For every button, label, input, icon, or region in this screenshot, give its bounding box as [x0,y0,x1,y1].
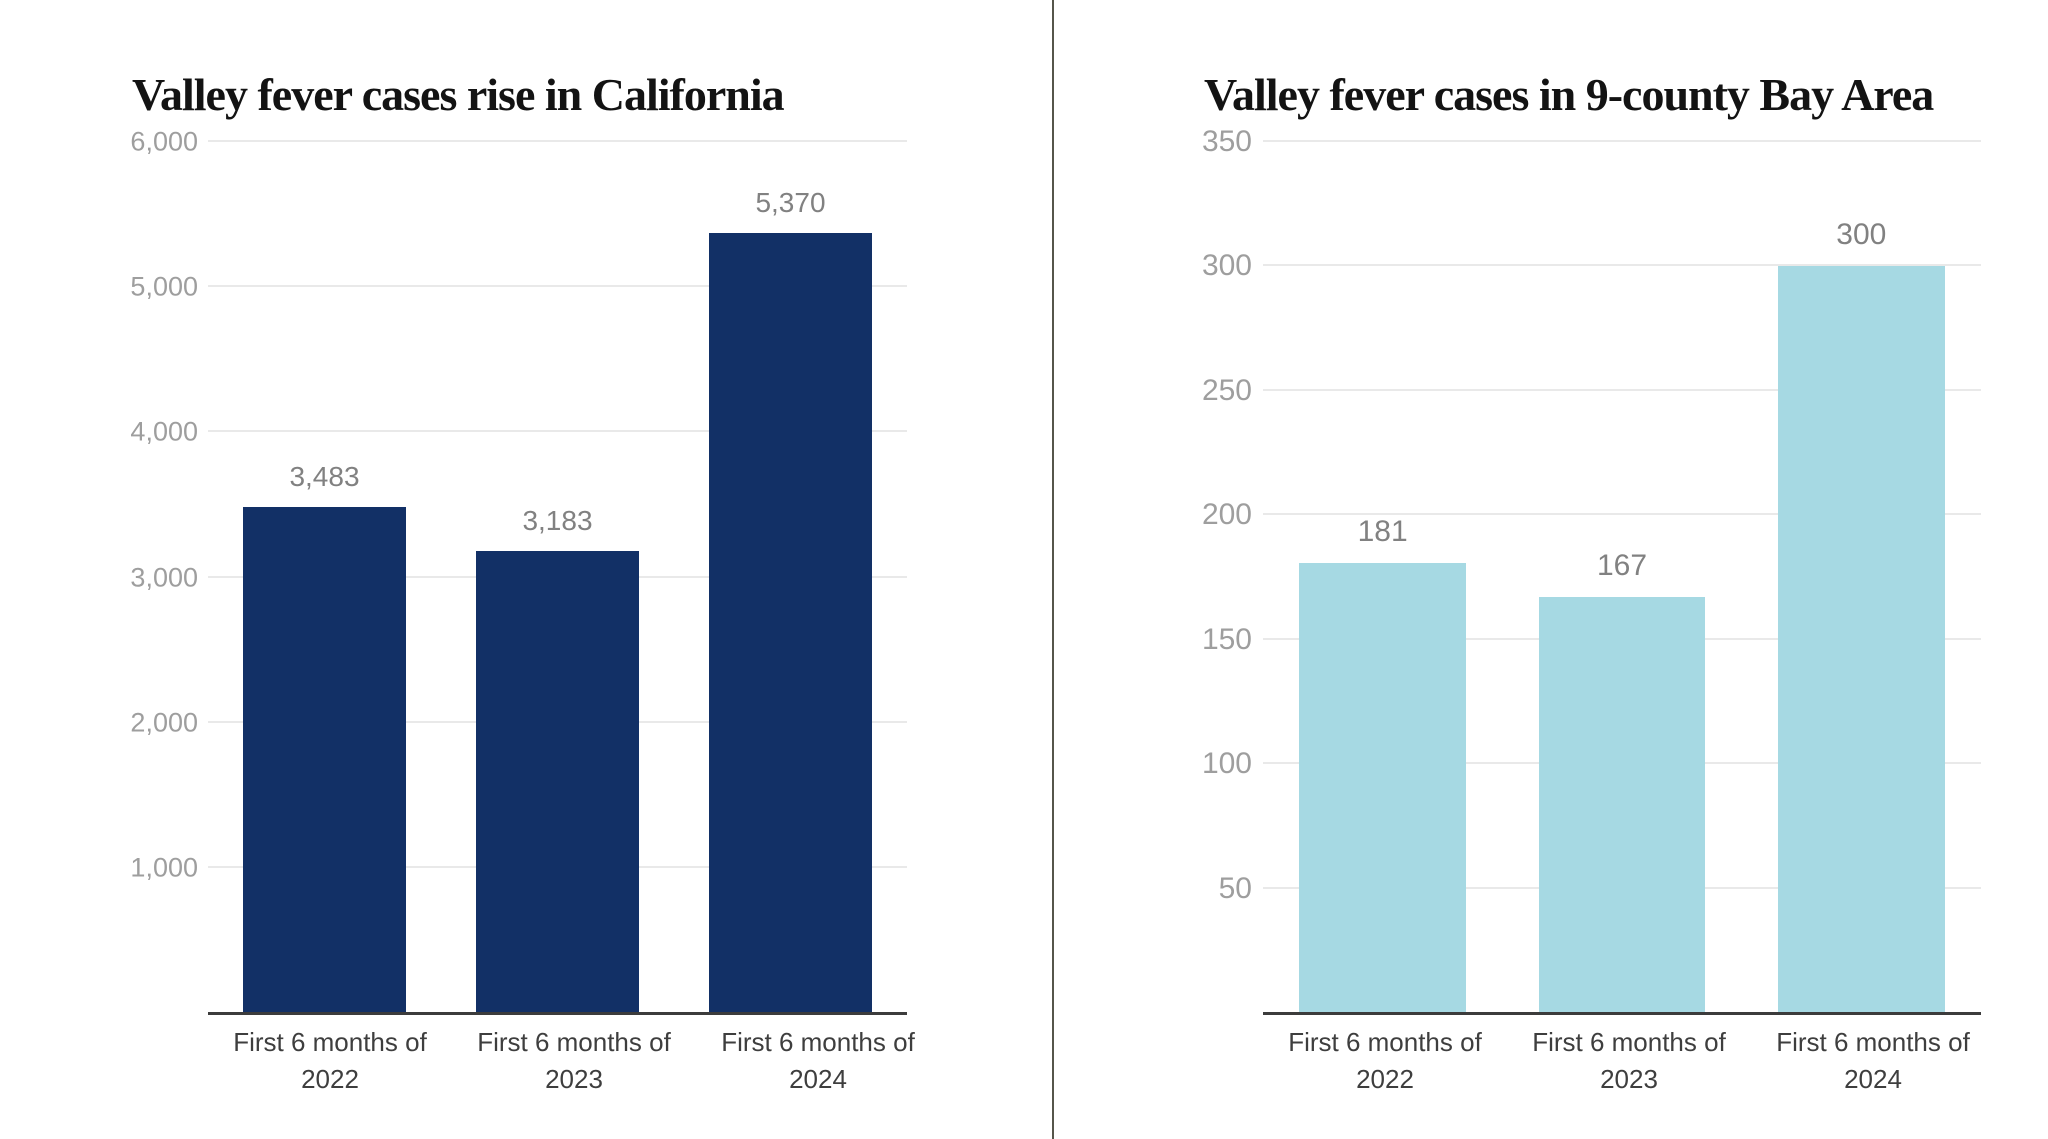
y-tick-label: 100 [1201,747,1252,781]
y-tick-label: 350 [1201,125,1252,158]
chart-title: Valley fever cases rise in California [132,69,785,120]
bar-slot: 3,183 [441,142,674,1013]
y-tick-label: 150 [1201,622,1252,656]
bar-value-label: 167 [1596,549,1648,583]
bar-slot: 167 [1502,142,1741,1013]
bar [243,507,406,1013]
y-axis-labels: 50 100 150 200 250 300 350 [1128,125,1252,1013]
bar-series: 181 167 300 [1263,142,1981,1013]
y-tick-label: 250 [1201,373,1252,407]
y-tick-label: 5,000 [130,271,198,302]
x-label-slot: First 6 months of 2023 [1507,1024,1751,1098]
bar [1778,266,1945,1013]
gridline [1263,513,1981,516]
x-axis-labels: First 6 months of 2022 First 6 months of … [1263,1024,1981,1098]
x-label-slot: First 6 months of 2024 [696,1024,940,1098]
plot-area: 181 167 300 [1263,140,1981,1015]
bar-value-label: 3,483 [289,461,360,493]
chart-title: Valley fever cases in 9-county Bay Area [1204,69,1934,120]
y-tick-label: 200 [1201,498,1252,532]
x-label-slot: First 6 months of 2023 [452,1024,696,1098]
x-axis-labels: First 6 months of 2022 First 6 months of … [208,1024,915,1098]
x-axis-label: First 6 months of 2023 [1532,1027,1726,1094]
y-tick-label: 2,000 [130,707,198,738]
bar-series: 3,483 3,183 5,370 [208,142,907,1013]
x-label-slot: First 6 months of 2022 [208,1024,452,1098]
bar [1538,597,1706,1013]
gridline [208,285,907,288]
x-axis-line [1263,1012,1981,1015]
x-label-slot: First 6 months of 2022 [1263,1024,1507,1098]
bar [1299,562,1466,1013]
y-tick-label: 300 [1201,249,1252,283]
gridline [208,140,907,142]
plot-area: 3,483 3,183 5,370 [208,140,907,1015]
x-axis-label: First 6 months of 2022 [1288,1027,1482,1094]
y-tick-label: 3,000 [130,562,198,592]
bar [709,233,872,1013]
bar-slot: 3,483 [208,142,441,1013]
bar-value-label: 300 [1836,218,1887,252]
y-tick-label: 4,000 [130,416,198,447]
panel-divider [1052,0,1054,1139]
y-tick-label: 1,000 [130,852,198,883]
x-axis-label: First 6 months of 2024 [1776,1027,1970,1094]
bar-slot: 181 [1263,142,1502,1013]
gridline [1263,140,1981,142]
y-axis-labels: 1,000 2,000 3,000 4,000 5,000 6,000 [80,127,198,1013]
y-tick-label: 6,000 [130,126,198,157]
x-axis-label: First 6 months of 2024 [721,1027,915,1094]
bar-value-label: 5,370 [755,187,826,219]
x-axis-line [208,1012,907,1015]
y-tick-label: 50 [1218,871,1252,905]
gridline [1263,264,1981,267]
bar-value-label: 3,183 [522,504,593,536]
x-label-slot: First 6 months of 2024 [1751,1024,1995,1098]
x-axis-label: First 6 months of 2022 [233,1027,427,1094]
bar-slot: 300 [1742,142,1981,1013]
gridline [1263,388,1981,391]
gridline [208,430,907,433]
bar-value-label: 181 [1357,514,1408,548]
x-axis-label: First 6 months of 2023 [477,1027,671,1094]
bar [476,550,639,1013]
bar-slot: 5,370 [674,142,907,1013]
